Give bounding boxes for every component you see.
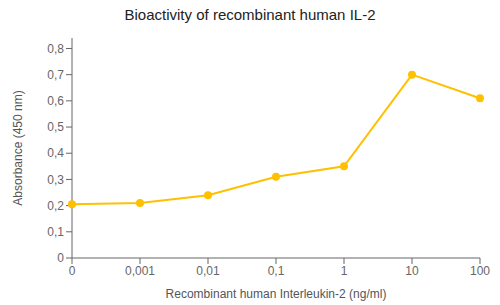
svg-text:10: 10 [405, 264, 419, 278]
svg-text:0,1: 0,1 [268, 264, 285, 278]
svg-text:1: 1 [341, 264, 348, 278]
svg-text:0,8: 0,8 [47, 42, 64, 56]
html-text:Bioactivity of recombinant hum: Bioactivity of recombinant human IL-2 [124, 6, 376, 23]
svg-text:Absorbance (450 nm): Absorbance (450 nm) [11, 90, 25, 205]
svg-text:0,7: 0,7 [47, 68, 64, 82]
svg-text:Recombinant human Interleukin-: Recombinant human Interleukin-2 (ng/ml) [166, 287, 387, 301]
svg-text:0,4: 0,4 [47, 146, 64, 160]
svg-text:0: 0 [69, 264, 76, 278]
svg-text:0,1: 0,1 [47, 225, 64, 239]
svg-text:100: 100 [470, 264, 490, 278]
svg-text:0,2: 0,2 [47, 199, 64, 213]
svg-text:0: 0 [57, 251, 64, 265]
svg-text:0,01: 0,01 [196, 264, 220, 278]
svg-text:0,5: 0,5 [47, 120, 64, 134]
svg-text:0,3: 0,3 [47, 173, 64, 187]
svg-text:0,6: 0,6 [47, 94, 64, 108]
svg-text:0,001: 0,001 [125, 264, 155, 278]
